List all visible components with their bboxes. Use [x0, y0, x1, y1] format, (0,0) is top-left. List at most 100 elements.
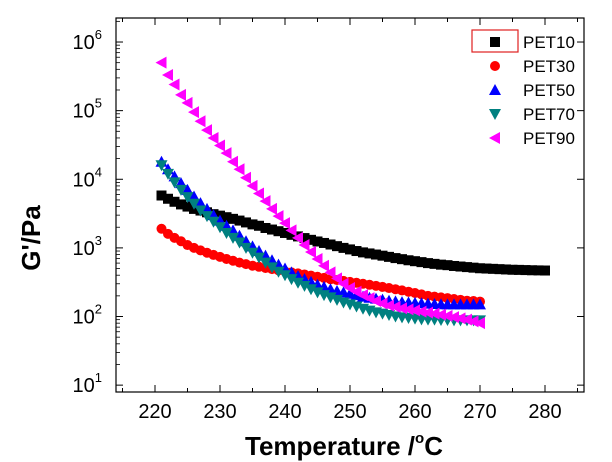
- data-point-pet10: [371, 249, 381, 260]
- data-point-pet70: [233, 237, 246, 249]
- data-point-pet10: [436, 259, 446, 270]
- data-point-pet10: [234, 215, 245, 226]
- data-point-pet10: [527, 265, 537, 276]
- data-point-pet70: [298, 280, 311, 292]
- data-point-pet70: [305, 284, 317, 296]
- data-point-pet10: [481, 263, 492, 274]
- legend-label-pet70: PET70: [523, 105, 575, 124]
- data-point-pet90: [188, 106, 199, 119]
- data-point-pet90: [435, 308, 446, 321]
- data-point-pet70: [240, 242, 252, 254]
- data-point-pet10: [501, 264, 511, 275]
- x-axis-title-text: Temperature /: [245, 431, 415, 461]
- data-point-pet10: [299, 233, 310, 244]
- data-point-pet10: [514, 264, 524, 275]
- data-point-pet90: [253, 187, 264, 200]
- data-point-pet90: [318, 259, 329, 272]
- data-point-pet70: [285, 274, 298, 286]
- legend-marker-pet90: [489, 132, 500, 144]
- data-point-pet90: [383, 299, 394, 312]
- data-point-pet90: [162, 69, 173, 82]
- y-tick-labels: 101 102 103 104 105 106: [73, 27, 102, 397]
- data-point-pet10: [468, 262, 479, 273]
- data-point-pet10: [377, 250, 388, 261]
- data-point-pet50: [227, 224, 239, 236]
- data-point-pet10: [390, 253, 401, 264]
- data-point-pet90: [246, 179, 258, 192]
- legend: PET10 PET30 PET50 PET70 PET90: [471, 29, 575, 148]
- data-point-pet90: [337, 277, 349, 290]
- data-point-pet10: [319, 237, 329, 248]
- data-point-pet10: [247, 219, 258, 230]
- data-point-pet90: [155, 56, 167, 69]
- data-point-pet10: [449, 260, 459, 271]
- data-point-pet10: [540, 265, 550, 276]
- data-point-pet70: [246, 247, 259, 259]
- data-point-pet10: [286, 229, 297, 240]
- data-point-pet10: [267, 224, 277, 235]
- data-point-pet90: [220, 147, 232, 160]
- y-tick-label: 103: [73, 233, 102, 260]
- legend-highlight-box: [471, 29, 519, 53]
- data-point-pet10: [221, 212, 232, 223]
- data-point-pet90: [402, 303, 414, 316]
- data-point-pet70: [292, 277, 304, 289]
- data-point-pet10: [182, 201, 193, 212]
- data-point-pet10: [163, 193, 173, 204]
- data-point-pet10: [325, 239, 336, 250]
- data-point-pet10: [397, 254, 407, 265]
- data-point-pet70: [214, 222, 226, 234]
- y-tick-label: 105: [73, 96, 102, 123]
- data-point-pet10: [488, 263, 498, 274]
- data-point-pet70: [175, 184, 187, 196]
- data-point-pet90: [311, 252, 323, 265]
- legend-marker-pet10: [490, 37, 500, 47]
- data-point-pet90: [422, 306, 433, 319]
- data-point-pet10: [260, 222, 271, 233]
- x-axis-title-unit: C: [424, 431, 443, 461]
- data-point-pet90: [285, 224, 297, 237]
- data-point-pet90: [415, 305, 427, 318]
- data-point-pet90: [292, 231, 303, 244]
- legend-label-pet30: PET30: [523, 57, 575, 76]
- data-point-pet90: [207, 131, 219, 144]
- data-point-pet70: [162, 168, 174, 180]
- data-point-pet90: [461, 313, 472, 326]
- data-point-pet10: [475, 263, 485, 274]
- legend-marker-pet50: [489, 84, 501, 95]
- x-tick-labels: 220 230 240 250 260 270 280: [138, 401, 561, 423]
- series-pet90: [155, 56, 485, 330]
- data-point-pet90: [201, 124, 212, 137]
- x-tick-label: 280: [528, 401, 561, 423]
- data-point-pet10: [312, 236, 323, 247]
- data-point-pet10: [364, 248, 375, 259]
- data-point-pet70: [194, 205, 207, 217]
- data-point-pet70: [279, 270, 291, 282]
- y-tick-label: 102: [73, 302, 102, 329]
- data-point-pet10: [416, 257, 427, 268]
- data-point-pet90: [259, 195, 271, 208]
- x-tick-label: 260: [398, 401, 431, 423]
- data-point-pet90: [448, 311, 459, 324]
- data-point-pet90: [324, 266, 336, 279]
- data-point-pet10: [254, 220, 264, 231]
- data-point-pet10: [228, 213, 238, 224]
- data-point-pet70: [227, 232, 239, 244]
- data-point-pet10: [280, 227, 290, 238]
- data-point-pet10: [241, 217, 251, 228]
- data-point-pet10: [520, 265, 531, 276]
- data-point-pet10: [338, 242, 349, 253]
- legend-label-pet90: PET90: [523, 129, 575, 148]
- data-point-pet70: [220, 227, 233, 239]
- data-point-pet10: [403, 255, 414, 266]
- data-point-pet10: [273, 226, 284, 237]
- x-tick-label: 270: [463, 401, 496, 423]
- data-point-pet90: [409, 304, 420, 317]
- data-point-pet90: [214, 139, 225, 152]
- x-tick-label: 240: [268, 401, 301, 423]
- data-point-pet90: [396, 302, 407, 315]
- data-point-pet90: [175, 88, 186, 101]
- data-point-pet90: [331, 272, 342, 285]
- data-point-pet10: [442, 260, 453, 271]
- data-point-pet90: [474, 317, 485, 330]
